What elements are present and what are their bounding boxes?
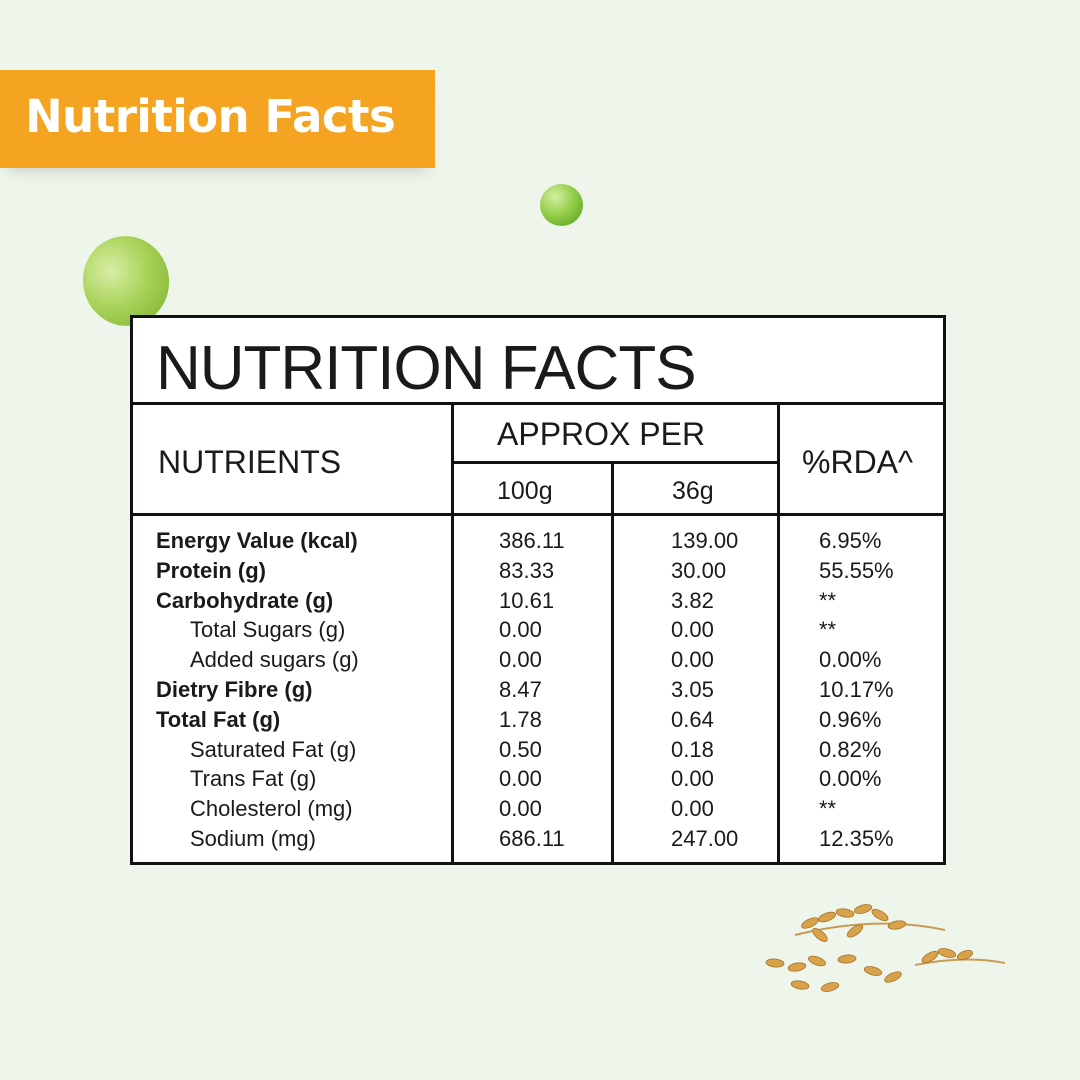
nutrient-name: Total Sugars (g) (190, 617, 346, 643)
value-rda: 0.00% (819, 766, 882, 792)
value-100g: 0.00 (499, 766, 542, 792)
header-nutrients: NUTRIENTS (158, 444, 342, 480)
table-row: Energy Value (kcal) 386.11 139.00 6.95% (133, 528, 943, 558)
value-rda: ** (819, 617, 837, 643)
nutrient-name: Trans Fat (g) (190, 766, 317, 792)
value-36g: 30.00 (671, 557, 727, 583)
value-36g: 0.00 (671, 796, 714, 822)
nutrient-name: Protein (g) (156, 557, 266, 583)
value-rda: 0.96% (819, 706, 882, 732)
header-100g: 100g (497, 477, 553, 505)
nutrient-name: Added sugars (g) (190, 647, 359, 673)
header-36g: 36g (672, 477, 714, 505)
value-100g: 0.00 (499, 647, 542, 673)
nutrient-name: Total Fat (g) (156, 706, 281, 732)
nutrient-name: Cholesterol (mg) (190, 796, 353, 822)
value-36g: 3.82 (671, 587, 714, 613)
value-rda: ** (819, 587, 837, 613)
divider (451, 402, 454, 862)
value-100g: 8.47 (499, 676, 542, 702)
value-100g: 386.11 (499, 528, 565, 553)
panel-title: NUTRITION FACTS (156, 334, 697, 403)
table-row: Trans Fat (g) 0.00 0.00 0.00% (133, 766, 943, 796)
value-rda: 10.17% (819, 676, 894, 702)
value-rda: 0.00% (819, 647, 882, 673)
nutrient-rows: Energy Value (kcal) 386.11 139.00 6.95% Prot… (133, 528, 943, 856)
title-banner: Nutrition Facts (0, 70, 435, 168)
value-rda: 0.82% (819, 736, 882, 762)
table-row: Carbohydrate (g) 10.61 3.82 ** (133, 588, 943, 618)
value-36g: 0.64 (671, 706, 714, 732)
table-row: Total Sugars (g) 0.00 0.00 ** (133, 617, 943, 647)
value-36g: 3.05 (671, 676, 714, 702)
nutrient-name: Sodium (mg) (190, 825, 316, 851)
value-100g: 0.00 (499, 617, 542, 643)
divider (453, 461, 780, 464)
value-rda: ** (819, 796, 837, 822)
value-100g: 10.61 (499, 587, 555, 613)
value-36g: 139.00 (671, 528, 739, 553)
value-100g: 0.00 (499, 796, 542, 822)
value-rda: 12.35% (819, 825, 894, 851)
header-rda: %RDA^ (802, 444, 914, 480)
divider (777, 402, 780, 862)
divider (611, 461, 614, 862)
table-row: Added sugars (g) 0.00 0.00 0.00% (133, 647, 943, 677)
value-36g: 0.00 (671, 766, 714, 792)
table-row: Dietry Fibre (g) 8.47 3.05 10.17% (133, 677, 943, 707)
value-100g: 83.33 (499, 557, 555, 583)
pea-icon (540, 184, 583, 226)
table-row: Total Fat (g) 1.78 0.64 0.96% (133, 707, 943, 737)
value-100g: 1.78 (499, 706, 542, 732)
banner-title: Nutrition Facts (25, 90, 396, 143)
value-36g: 247.00 (671, 825, 739, 851)
nutrient-name: Energy Value (kcal) (156, 528, 358, 553)
nutrient-name: Dietry Fibre (g) (156, 676, 313, 702)
table-row: Cholesterol (mg) 0.00 0.00 ** (133, 796, 943, 826)
value-100g: 0.50 (499, 736, 542, 762)
table-row: Sodium (mg) 686.11 247.00 12.35% (133, 826, 943, 856)
value-rda: 55.55% (819, 557, 894, 583)
grain-icon (765, 904, 1006, 992)
table-row: Protein (g) 83.33 30.00 55.55% (133, 558, 943, 588)
value-36g: 0.00 (671, 647, 714, 673)
value-rda: 6.95% (819, 528, 882, 553)
value-36g: 0.00 (671, 617, 714, 643)
nutrient-name: Saturated Fat (g) (190, 736, 357, 762)
table-row: Saturated Fat (g) 0.50 0.18 0.82% (133, 737, 943, 767)
nutrient-name: Carbohydrate (g) (156, 587, 334, 613)
value-100g: 686.11 (499, 825, 565, 851)
value-36g: 0.18 (671, 736, 714, 762)
divider (133, 513, 943, 516)
divider (133, 402, 943, 405)
header-approx-per: APPROX PER (497, 416, 706, 452)
nutrition-facts-panel: NUTRITION FACTS NUTRIENTS APPROX PER 100… (130, 315, 946, 865)
